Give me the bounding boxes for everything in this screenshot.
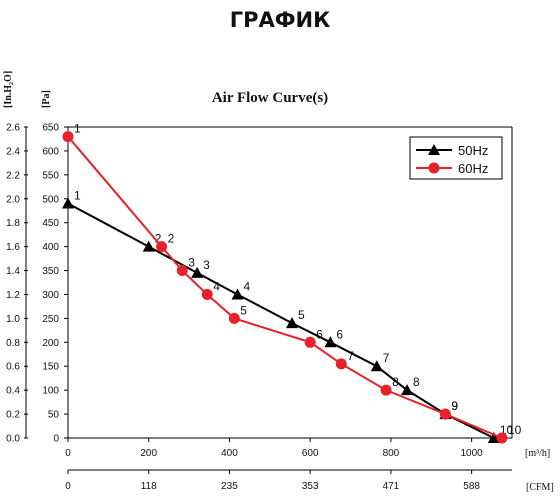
data-point-triangle — [142, 240, 155, 252]
legend-box — [409, 136, 503, 180]
y-tick-label-pa: 550 — [42, 170, 59, 181]
y-tick-label-inh2o: 2.6 — [6, 123, 20, 134]
y-tick-label-inh2o: 1.0 — [6, 314, 20, 325]
y-tick-label-inh2o: 1.8 — [6, 218, 20, 229]
y-tick-label-pa: 250 — [42, 314, 59, 325]
y-tick-label-inh2o: 0.6 — [6, 362, 20, 373]
point-label: 9 — [451, 399, 458, 413]
point-label: 8 — [392, 375, 399, 389]
y-tick-label-pa: 600 — [42, 146, 59, 157]
x-tick-label: 0 — [65, 448, 71, 459]
data-point-triangle — [286, 317, 299, 329]
y-tick-label-inh2o: 0.2 — [6, 410, 20, 421]
y-tick-label-pa: 400 — [42, 242, 59, 253]
y-tick-label-pa: 450 — [42, 218, 59, 229]
point-label: 1 — [74, 122, 81, 136]
data-point-triangle — [324, 336, 337, 348]
cfm-tick-label: 0 — [65, 481, 71, 492]
legend-label: 50Hz — [458, 143, 488, 158]
y-tick-label-pa: 350 — [42, 266, 59, 277]
x-tick-label: 800 — [383, 448, 400, 459]
y-tick-label-inh2o: 2.0 — [6, 194, 20, 205]
data-point-triangle — [370, 360, 383, 372]
data-point-triangle — [487, 432, 500, 443]
y-tick-label-pa: 0 — [53, 434, 59, 445]
x-tick-label: 600 — [302, 448, 319, 459]
legend-label: 60Hz — [458, 161, 488, 176]
data-point-circle — [156, 241, 168, 253]
y-tick-label-pa: 100 — [42, 386, 59, 397]
cfm-tick-label: 353 — [302, 481, 319, 492]
data-point-triangle — [62, 197, 74, 209]
x-tick-label: 1000 — [461, 448, 484, 459]
point-label: 10 — [508, 423, 522, 437]
y-axis-label-pa: [Pa] — [41, 90, 52, 108]
data-point-circle — [335, 358, 347, 370]
cfm-tick-label: 118 — [141, 481, 157, 492]
data-point-circle — [439, 408, 451, 420]
data-point-circle — [201, 288, 213, 300]
point-label: 8 — [413, 375, 420, 389]
y-tick-label-pa: 50 — [48, 410, 60, 421]
legend-circle-marker — [428, 162, 440, 174]
data-point-circle — [304, 336, 316, 348]
point-label: 3 — [188, 256, 195, 270]
point-label: 6 — [316, 327, 323, 341]
point-label: 2 — [168, 232, 175, 246]
page-heading: ГРАФИК — [229, 8, 331, 32]
data-point-triangle — [401, 384, 414, 396]
axes: 0501001502002503003504004505005506006500… — [6, 123, 513, 492]
point-label: 2 — [155, 232, 162, 246]
y-tick-label-inh2o: 0.8 — [6, 338, 20, 349]
y-tick-label-pa: 300 — [42, 290, 59, 301]
data-point-circle — [496, 432, 508, 444]
y-tick-label-inh2o: 2.2 — [6, 170, 20, 181]
legend: 50Hz 60Hz — [409, 136, 503, 180]
y-tick-label-pa: 650 — [42, 123, 59, 134]
y-tick-label-pa: 500 — [42, 194, 59, 205]
y-tick-label-inh2o: 1.4 — [6, 266, 20, 277]
series-line-60Hz — [67, 135, 503, 439]
x-tick-label: 200 — [140, 448, 157, 459]
point-label: 3 — [203, 258, 210, 272]
y-tick-label-inh2o: 1.2 — [6, 290, 20, 301]
data-point-circle — [380, 384, 392, 396]
point-label: 6 — [336, 327, 343, 341]
series-line-50Hz — [67, 202, 495, 439]
point-label: 9 — [451, 399, 458, 413]
point-label: 7 — [347, 349, 354, 363]
x-axis-label-cfm: [CFM] — [526, 482, 554, 493]
point-label: 4 — [244, 279, 251, 293]
cfm-tick-label: 235 — [221, 481, 238, 492]
cfm-tick-label: 471 — [383, 481, 400, 492]
data-point-triangle — [231, 288, 244, 300]
y-tick-label-inh2o: 1.6 — [6, 242, 20, 253]
y-tick-label-inh2o: 0.4 — [6, 386, 20, 397]
point-label: 5 — [240, 303, 247, 317]
point-label: 4 — [213, 279, 220, 293]
point-label: 7 — [383, 351, 390, 365]
legend-triangle-marker — [428, 144, 440, 155]
cfm-tick-label: 588 — [463, 481, 480, 492]
data-point-triangle — [191, 266, 204, 278]
y-axis-label-inh2o: [In.H₂O] — [3, 71, 14, 108]
y-tick-label-pa: 200 — [42, 338, 59, 349]
data-point-circle — [176, 265, 188, 277]
data-point-circle — [228, 312, 240, 324]
y-tick-label-pa: 150 — [42, 362, 59, 373]
x-axis-label-m3h: [m³/h] — [525, 448, 550, 459]
chart-title: Air Flow Curve(s) — [212, 90, 328, 106]
x-tick-label: 400 — [221, 448, 238, 459]
y-tick-label-inh2o: 2.4 — [6, 146, 20, 157]
y-tick-label-inh2o: 0.0 — [6, 434, 20, 445]
point-label: 5 — [298, 308, 305, 322]
point-label: 1 — [74, 189, 81, 203]
data-point-circle — [62, 131, 74, 143]
